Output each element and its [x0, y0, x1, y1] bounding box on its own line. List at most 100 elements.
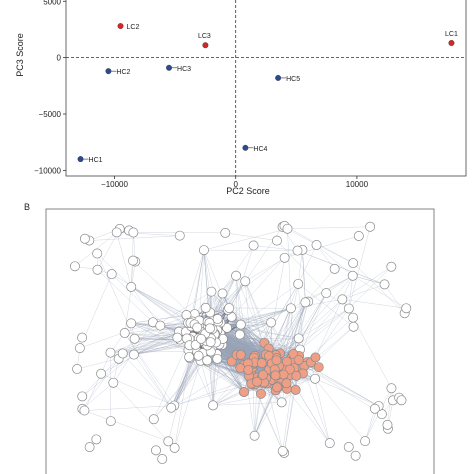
network-node-white — [285, 303, 296, 314]
network-node-white — [148, 414, 159, 425]
y-tick-label: 5000 — [43, 0, 61, 6]
point-label-hc5: HC5 — [286, 76, 300, 83]
network-node-white — [128, 227, 139, 238]
network-node-white — [69, 261, 80, 272]
network-edge — [153, 338, 190, 420]
network-edge — [278, 292, 327, 367]
network-edge — [225, 232, 278, 241]
network-node-white — [74, 343, 85, 354]
network-node-white — [205, 323, 215, 334]
network-edge — [231, 316, 251, 365]
network-edge — [207, 361, 252, 379]
network-node-white — [311, 240, 322, 250]
network-edge — [200, 360, 214, 406]
network-edge — [283, 302, 306, 368]
network-node-white — [324, 438, 335, 449]
network-edge — [240, 322, 272, 356]
network-edge — [229, 307, 294, 355]
network-node-white — [386, 383, 397, 394]
network-edge — [131, 323, 189, 351]
network-edge — [124, 332, 175, 406]
y-axis-title: PC3 Score — [15, 33, 25, 77]
network-edge — [89, 235, 180, 241]
network-edge — [283, 302, 306, 368]
network-edge — [203, 250, 229, 310]
network-edge — [282, 302, 306, 367]
network-edge — [299, 299, 343, 350]
network-edge — [82, 354, 135, 397]
network-node-white — [343, 303, 354, 314]
network-node-white — [184, 352, 195, 363]
network-edge — [298, 359, 379, 407]
network-node-white — [190, 339, 201, 350]
network-edge — [287, 226, 371, 230]
network-edge — [352, 275, 407, 309]
point-label-lc1: LC1 — [445, 31, 458, 38]
network-node-white — [279, 252, 290, 263]
network-edge — [198, 250, 205, 321]
network-edge — [253, 245, 298, 251]
scatter-point-hc5 — [275, 74, 282, 81]
network-node-white — [235, 319, 246, 330]
scatter-point-hc1 — [77, 156, 84, 163]
network-node-salmon — [291, 370, 302, 381]
network-edge — [342, 284, 385, 300]
network-edge — [84, 410, 169, 442]
network-edge — [82, 358, 119, 410]
network-node-white — [129, 333, 140, 344]
network-edge — [124, 332, 172, 408]
network-node-white — [310, 373, 321, 384]
network-edge — [254, 381, 258, 436]
network-node-white — [169, 442, 180, 453]
network-node-white — [282, 223, 293, 234]
network-node-salmon — [251, 376, 262, 387]
network-node-white — [337, 294, 348, 305]
network-edge — [113, 382, 169, 442]
network-edge — [231, 316, 251, 365]
network-edge — [276, 299, 343, 359]
network-node-white — [329, 263, 340, 274]
scatter-point-hc4 — [242, 144, 249, 151]
network-edge — [240, 322, 272, 356]
network-node-white — [222, 322, 233, 333]
network-node-salmon — [243, 365, 254, 375]
network-edge — [297, 244, 317, 284]
point-label-lc3: LC3 — [198, 33, 211, 40]
network-node-white — [166, 402, 177, 413]
network-node-white — [198, 245, 209, 256]
network-node-white — [117, 348, 128, 359]
network-edge — [268, 257, 285, 349]
network-edge — [116, 232, 132, 287]
network-node-white — [350, 450, 361, 461]
network-node-white — [212, 313, 223, 324]
network-edge — [316, 244, 335, 270]
network-node-white — [266, 317, 277, 328]
network-edge — [214, 334, 300, 357]
network-edge — [342, 266, 392, 300]
network-edge — [131, 314, 187, 324]
network-edge — [305, 268, 335, 303]
network-edge — [97, 269, 154, 323]
point-label-hc4: HC4 — [253, 146, 267, 153]
network-edge — [326, 275, 353, 294]
network-node-white — [128, 255, 138, 266]
network-node-white — [111, 227, 122, 238]
network-edge — [134, 291, 212, 339]
network-edge — [304, 365, 379, 407]
network-edge — [84, 405, 175, 411]
network-node-white — [126, 318, 137, 329]
point-label-hc3: HC3 — [177, 66, 191, 73]
scatter-point-lc2 — [117, 23, 124, 30]
network-node-white — [379, 279, 390, 290]
network-edge — [348, 226, 371, 309]
network-node-salmon — [235, 363, 246, 374]
network-node-white — [360, 436, 371, 447]
y-tick-label: −5000 — [39, 110, 62, 119]
network-edge — [384, 284, 405, 314]
network-node-salmon — [235, 349, 246, 360]
network-edge — [251, 378, 283, 452]
network-edge — [302, 249, 306, 303]
network-edge — [174, 358, 191, 448]
network-edge — [364, 408, 376, 442]
network-edge — [315, 275, 353, 358]
